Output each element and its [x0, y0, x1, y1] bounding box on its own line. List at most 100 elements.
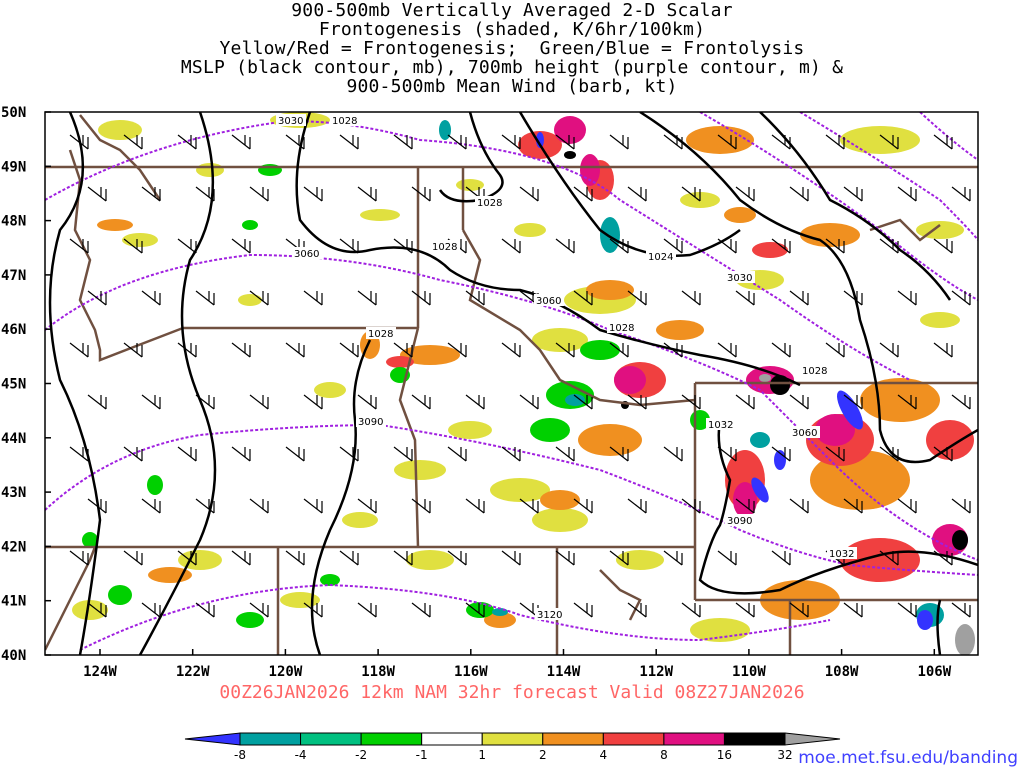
- wind-barb: [555, 134, 575, 150]
- credit-text: moe.met.fsu.edu/banding: [798, 748, 1018, 768]
- wind-barb: [411, 498, 431, 514]
- wind-barb: [879, 342, 899, 358]
- colorbar-segment: [602, 732, 665, 746]
- wind-barb: [879, 550, 899, 566]
- wind-barb: [951, 290, 971, 306]
- wind-barb: [735, 602, 755, 618]
- wind-barb: [339, 342, 359, 358]
- svg-text:1028: 1028: [802, 366, 827, 377]
- wind-barb: [393, 446, 413, 462]
- colorbar-label: 1: [478, 748, 486, 762]
- wind-barb: [195, 602, 215, 618]
- wind-barb: [69, 238, 89, 254]
- wind-barb: [141, 394, 161, 410]
- svg-text:3030: 3030: [278, 116, 303, 127]
- svg-text:1024: 1024: [648, 252, 673, 263]
- wind-barb: [771, 342, 791, 358]
- wind-barb: [951, 498, 971, 514]
- wind-barb: [573, 602, 593, 618]
- wind-barb: [231, 134, 251, 150]
- wind-barb: [681, 290, 701, 306]
- colorbar-segment: [239, 732, 302, 746]
- svg-text:3060: 3060: [536, 296, 561, 307]
- wind-barb: [195, 290, 215, 306]
- wind-barb: [177, 342, 197, 358]
- title-line-1: 900-500mb Vertically Averaged 2-D Scalar: [291, 0, 733, 21]
- title-line-3: Yellow/Red = Frontogenesis; Green/Blue =…: [219, 38, 805, 59]
- wind-barb: [303, 602, 323, 618]
- colorbar-label: -1: [416, 748, 428, 762]
- wind-barb: [573, 498, 593, 514]
- title-line-4: MSLP (black contour, mb), 700mb height (…: [180, 57, 844, 78]
- wind-barb: [771, 550, 791, 566]
- lat-label: 42N: [1, 539, 26, 555]
- wind-barb: [717, 134, 737, 150]
- wind-barb: [339, 446, 359, 462]
- wind-barb: [933, 446, 953, 462]
- wind-barb: [663, 134, 683, 150]
- wind-barb: [411, 186, 431, 202]
- wind-barb: [123, 342, 143, 358]
- colorbar: -8 -4 -2 -1 1 2 4 8 16 32: [184, 732, 841, 762]
- svg-text:1028: 1028: [368, 329, 393, 340]
- colorbar-left-arrow: [184, 732, 241, 746]
- wind-barb: [555, 550, 575, 566]
- colorbar-segment: [663, 732, 725, 746]
- wind-barb: [627, 394, 647, 410]
- wind-barb: [303, 290, 323, 306]
- wind-barb: [825, 342, 845, 358]
- svg-text:1028: 1028: [432, 242, 457, 253]
- colorbar-label: 4: [600, 748, 608, 762]
- wind-barb: [609, 134, 629, 150]
- map-field: 1028 1028 1028 1028 1024 1028 1028 1032 …: [45, 112, 978, 655]
- wind-barb: [717, 238, 737, 254]
- wind-barb: [663, 342, 683, 358]
- wind-barb: [555, 238, 575, 254]
- wind-barb: [843, 602, 863, 618]
- mslp-contours: [48, 112, 978, 655]
- wind-barb: [609, 550, 629, 566]
- wind-barb: [249, 290, 269, 306]
- wind-barb: [609, 446, 629, 462]
- wind-barb: [735, 498, 755, 514]
- lat-label: 48N: [1, 214, 26, 230]
- wind-barb: [735, 186, 755, 202]
- state-borders: [45, 114, 978, 655]
- wind-barb: [789, 498, 809, 514]
- lat-label: 41N: [1, 594, 26, 610]
- wind-barb: [843, 290, 863, 306]
- wind-barb: [843, 498, 863, 514]
- wind-barb: [357, 394, 377, 410]
- wind-barb: [447, 550, 467, 566]
- wind-barb: [663, 550, 683, 566]
- wind-barb: [447, 134, 467, 150]
- wind-barb: [933, 134, 953, 150]
- wind-barb: [411, 290, 431, 306]
- wind-barb: [825, 446, 845, 462]
- colorbar-segment: [542, 732, 604, 746]
- wind-barb: [789, 186, 809, 202]
- colorbar-segment: [723, 732, 786, 746]
- wind-barbs: [69, 134, 971, 618]
- height-labels: 3030 3060 3060 3030 3060 3090 3090 3120: [276, 114, 820, 621]
- wind-barb: [573, 290, 593, 306]
- wind-barb: [177, 238, 197, 254]
- lon-label: 124W: [83, 664, 117, 680]
- latitude-axis: 50N 49N 48N 47N 46N 45N 44N 43N 42N 41N 40N: [1, 105, 51, 664]
- colorbar-segment: [300, 732, 362, 746]
- wind-barb: [357, 290, 377, 306]
- wind-barb: [897, 498, 917, 514]
- wind-barb: [393, 238, 413, 254]
- colorbar-label: 2: [539, 748, 547, 762]
- contour-labels: 1028 1028 1028 1028 1024 1028 1028 1032 …: [276, 114, 857, 621]
- wind-barb: [501, 238, 521, 254]
- wind-barb: [231, 342, 251, 358]
- wind-barb: [285, 446, 305, 462]
- wind-barb: [195, 186, 215, 202]
- wind-barb: [393, 550, 413, 566]
- svg-text:3090: 3090: [358, 417, 383, 428]
- longitude-axis: 124W 122W 120W 118W 116W 114W 112W 110W 108W 106W: [83, 649, 952, 680]
- title-line-5: 900-500mb Mean Wind (barb, kt): [346, 76, 678, 97]
- wind-barb: [771, 446, 791, 462]
